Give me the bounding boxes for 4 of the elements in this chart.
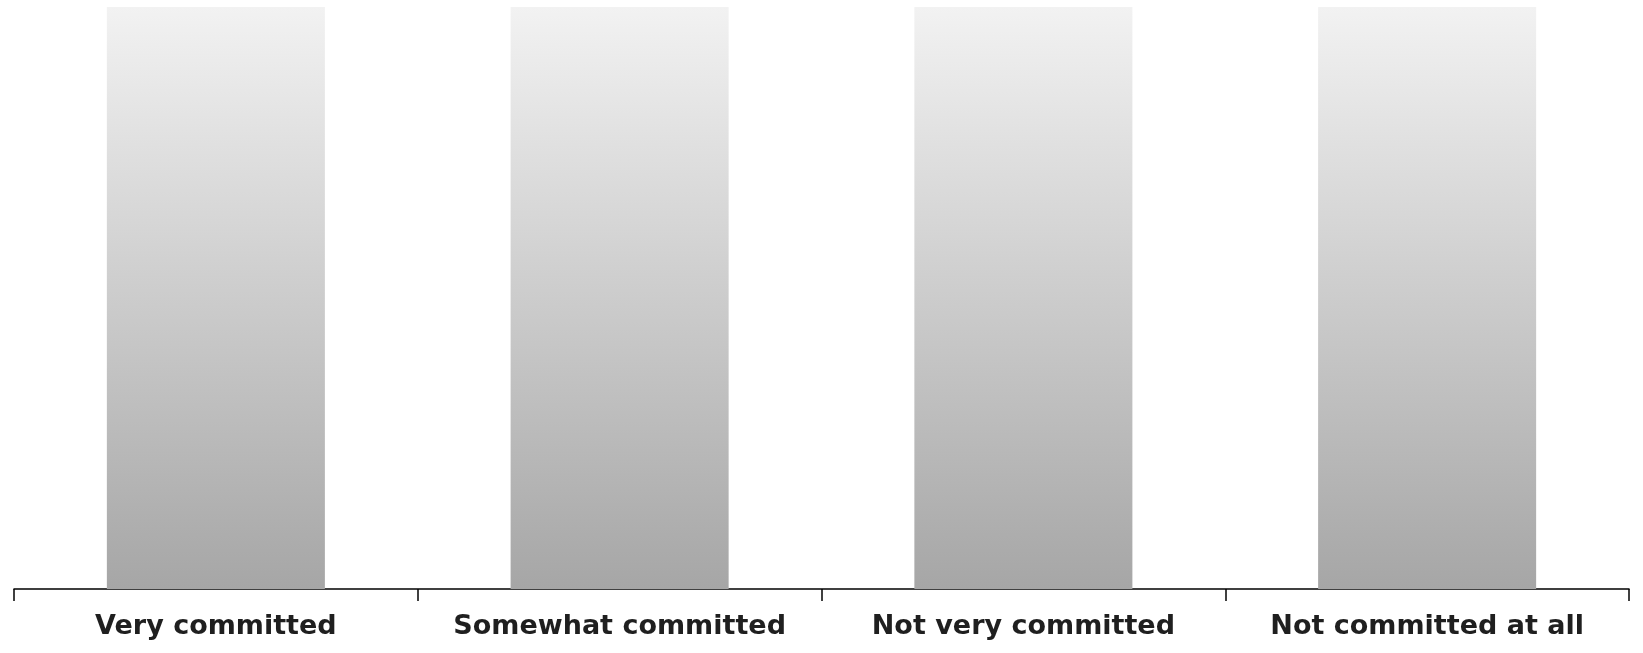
x-tick-label: Not committed at all [1270,609,1584,640]
x-tick-label: Not very committed [871,609,1175,640]
x-tick-label: Somewhat committed [453,609,786,640]
x-tick-label: Very committed [95,609,337,640]
